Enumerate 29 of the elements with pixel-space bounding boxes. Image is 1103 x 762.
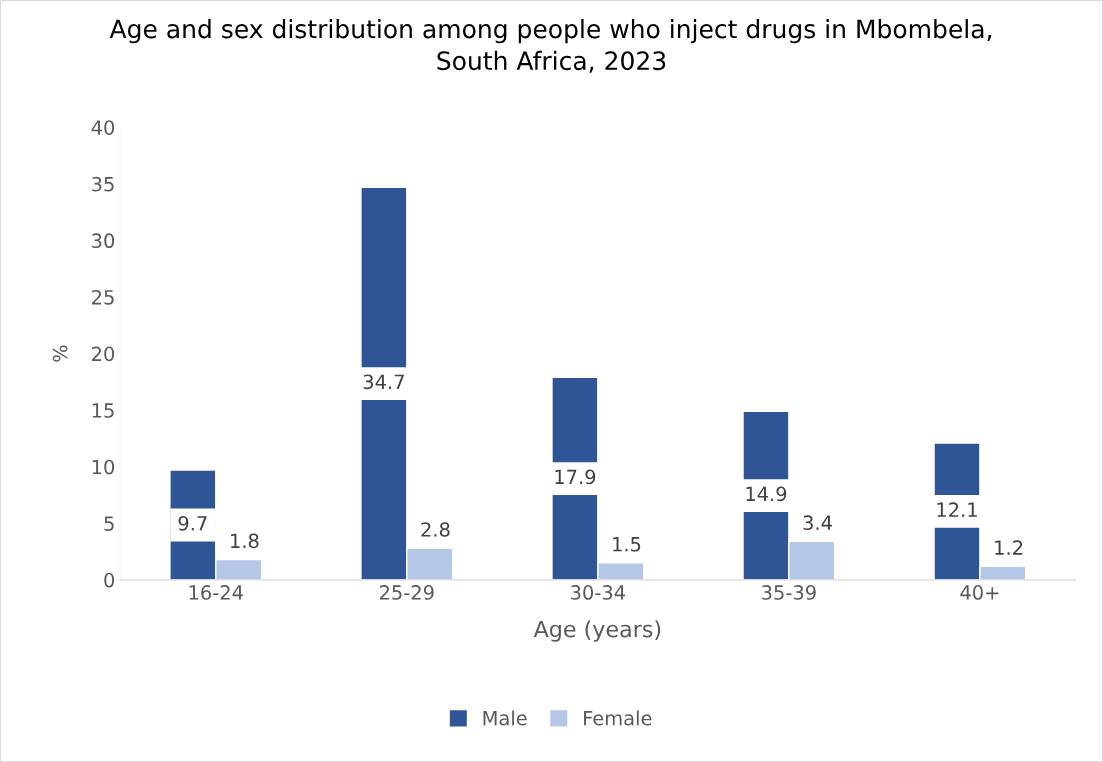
data-label: 1.8 — [231, 533, 259, 549]
y-tick-label: 15 — [92, 403, 114, 418]
y-tick-label: 5 — [104, 516, 114, 531]
x-axis-title: Age (years) — [533, 620, 661, 642]
data-label: 2.8 — [421, 522, 450, 537]
data-label: 34.7 — [363, 374, 404, 390]
data-label: 14.9 — [746, 486, 787, 502]
x-tick-label: 40+ — [960, 585, 999, 600]
y-tick-label: 25 — [92, 289, 114, 305]
data-label: 1.5 — [613, 537, 641, 552]
y-axis-title: % — [52, 345, 68, 362]
data-label: 12.1 — [937, 502, 977, 517]
legend-label: Male — [483, 710, 527, 726]
legend-label: Female — [584, 710, 652, 726]
data-label: 1.2 — [995, 540, 1023, 555]
y-tick-label: 0 — [104, 572, 115, 588]
y-tick-label: 10 — [92, 459, 115, 475]
data-label: 17.9 — [555, 469, 596, 485]
x-tick-label: 30-34 — [571, 585, 625, 600]
y-tick-label: 40 — [91, 120, 115, 135]
x-tick-label: 25-29 — [379, 585, 434, 600]
data-label: 3.4 — [803, 515, 832, 531]
x-tick-label: 16-24 — [189, 585, 243, 600]
data-label: 9.7 — [178, 515, 207, 531]
x-tick-label: 35-39 — [762, 585, 816, 600]
y-tick-label: 35 — [92, 176, 114, 192]
y-tick-label: 30 — [92, 233, 115, 249]
chart-title: Age and sex distribution among people who inject drugs in Mbombela, South Africa, 2023 — [109, 19, 992, 73]
y-tick-label: 20 — [92, 346, 115, 362]
